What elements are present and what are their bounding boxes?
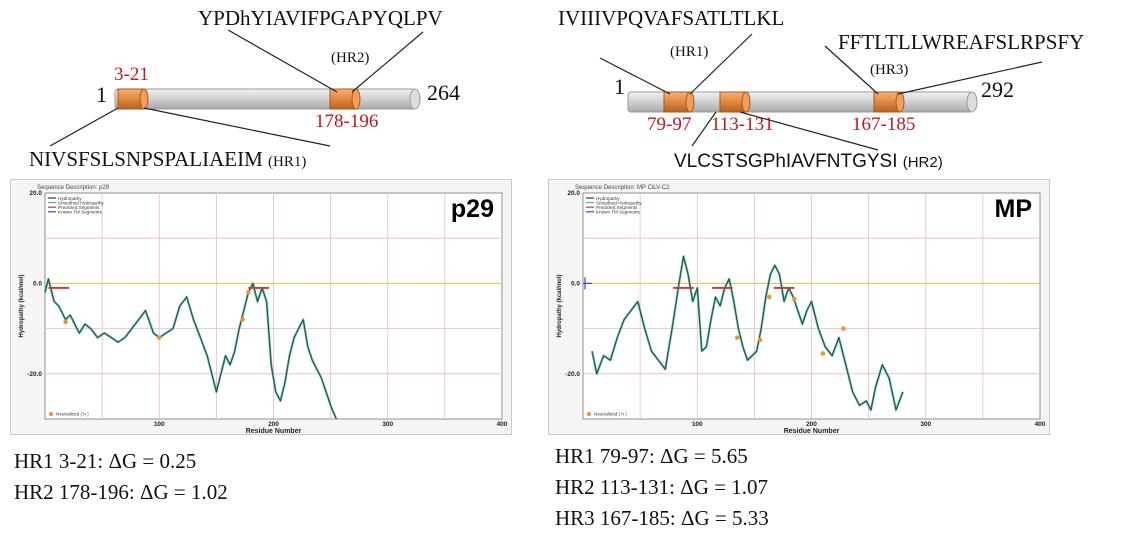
segment-hr1-p29 <box>117 88 149 110</box>
hr2-sequence-p29: YPDhYIAVIFPGAPYQLPV <box>198 6 443 30</box>
chart-header: Sequence Description: p29 <box>37 185 110 191</box>
neutralized-point <box>240 317 245 322</box>
delta-g-hr1-mp: HR1 79-97: ΔG = 5.65 <box>555 444 748 468</box>
neutralized-legend-marker <box>587 412 591 416</box>
delta-g-list-mp: HR1 79-97: ΔG = 5.65 HR2 113-131: ΔG = 1… <box>555 441 769 534</box>
start-residue-mp: 1 <box>614 74 625 99</box>
protein-schematics <box>49 29 1043 151</box>
x-axis-label: Residue Number <box>784 428 840 435</box>
delta-g-hr1-p29: HR1 3-21: ΔG = 0.25 <box>14 449 197 473</box>
x-tick-label: 100 <box>154 421 165 428</box>
neutralized-point <box>757 337 763 343</box>
hydropathy-line <box>44 278 337 420</box>
hr1-range-p29: 3-21 <box>114 64 149 85</box>
hr3-sequence-mp: FFTLTLLWREAFSLRPSFY <box>838 30 1085 54</box>
legend-label: Smoothed Hydropathy <box>596 200 642 205</box>
segment-hr3-mp <box>873 91 905 113</box>
x-tick-label: 300 <box>382 421 393 428</box>
segment-hr2-mp <box>719 91 751 113</box>
delta-g-hr2-p29: HR2 178-196: ΔG = 1.02 <box>14 480 228 504</box>
hr1-sequence-p29: NIVSFSLSNPSPALIAEIM (HR1) <box>29 147 307 171</box>
y-tick-label: 0.0 <box>33 280 42 287</box>
end-residue-mp: 292 <box>981 77 1014 102</box>
segment-hr1-mp <box>663 91 695 113</box>
hr2-sequence-mp: VLCSTSGPhIAVFNTGYSI (HR2) <box>674 151 943 172</box>
neutralized-point <box>246 290 251 295</box>
hr3-label-mp: (HR3) <box>870 62 909 78</box>
hr2-label-p29: (HR2) <box>331 50 370 66</box>
neutralized-legend-marker <box>49 412 53 416</box>
protein-bar-p29 <box>114 88 421 110</box>
legend-label: Predicted Segments <box>596 205 638 210</box>
chart-header: Sequence Description: MP CiLV-C2 <box>575 185 670 191</box>
panel-label: p29 <box>451 195 494 223</box>
y-tick-label: -20.0 <box>565 371 580 378</box>
hr1-sequence-mp: IVIIIVPQVAFSATLTLKL <box>558 6 785 30</box>
connector-lines-p29 <box>49 29 424 147</box>
legend-label: Hydropathy <box>58 196 82 201</box>
legend-label: Smoothed Hydropathy <box>58 200 104 205</box>
y-tick-label: 20.0 <box>29 190 42 197</box>
hydropathy-chart-p29: Sequence Description: p29 HydropathySmoot… <box>10 179 512 435</box>
hydropathy-chart-mp: Sequence Description: MP CiLV-C2 Hydropat… <box>548 179 1050 435</box>
end-residue-p29: 264 <box>427 80 460 105</box>
hr1-range-mp: 79-97 <box>647 114 692 135</box>
hr2-range-mp: 113-131 <box>711 114 774 135</box>
neutralized-point <box>734 335 740 340</box>
x-tick-label: 200 <box>806 421 817 428</box>
x-tick-label: 100 <box>692 421 703 428</box>
legend-label: Predicted Segments <box>58 205 100 210</box>
y-tick-label: 20.0 <box>567 190 580 197</box>
y-axis-label: Hydropathy (kcal/mol) <box>19 274 25 337</box>
y-tick-label: -20.0 <box>27 371 42 378</box>
neutralized-point <box>63 319 68 325</box>
x-axis-label: Residue Number <box>246 428 302 435</box>
neutralized-point <box>820 351 826 356</box>
y-tick-label: 0.0 <box>571 280 580 287</box>
neutralized-point <box>766 294 772 300</box>
x-tick-label: 400 <box>497 421 508 428</box>
x-tick-label: 400 <box>1035 421 1046 428</box>
neutralized-legend-label: Neutralized ( h ) <box>56 412 89 417</box>
y-axis-label: Hydropathy (kcal/mol) <box>557 274 563 337</box>
delta-g-hr2-mp: HR2 113-131: ΔG = 1.07 <box>555 475 768 499</box>
hr3-range-mp: 167-185 <box>852 114 916 135</box>
x-tick-label: 200 <box>268 421 279 428</box>
neutralized-point <box>841 326 846 331</box>
segment-hr2-p29 <box>329 88 361 110</box>
legend-label: Known TM Segments <box>596 210 641 215</box>
delta-g-hr3-mp: HR3 167-185: ΔG = 5.33 <box>555 506 769 530</box>
neutralized-point <box>792 296 797 302</box>
panel-label: MP <box>995 195 1033 223</box>
x-tick-label: 300 <box>920 421 931 428</box>
legend-label: Hydropathy <box>596 196 620 201</box>
connector-lines-mp <box>599 33 1043 151</box>
neutralized-point <box>156 335 162 340</box>
neutralized-legend-label: Neutralized ( h ) <box>594 412 627 417</box>
hr1-label-mp: (HR1) <box>670 44 709 60</box>
legend-label: Known TM Segments <box>58 210 103 215</box>
start-residue-p29: 1 <box>96 82 107 107</box>
delta-g-list-p29: HR1 3-21: ΔG = 0.25 HR2 178-196: ΔG = 1.… <box>14 446 228 508</box>
hr2-range-p29: 178-196 <box>315 111 379 132</box>
hydropathy-line <box>591 255 904 411</box>
